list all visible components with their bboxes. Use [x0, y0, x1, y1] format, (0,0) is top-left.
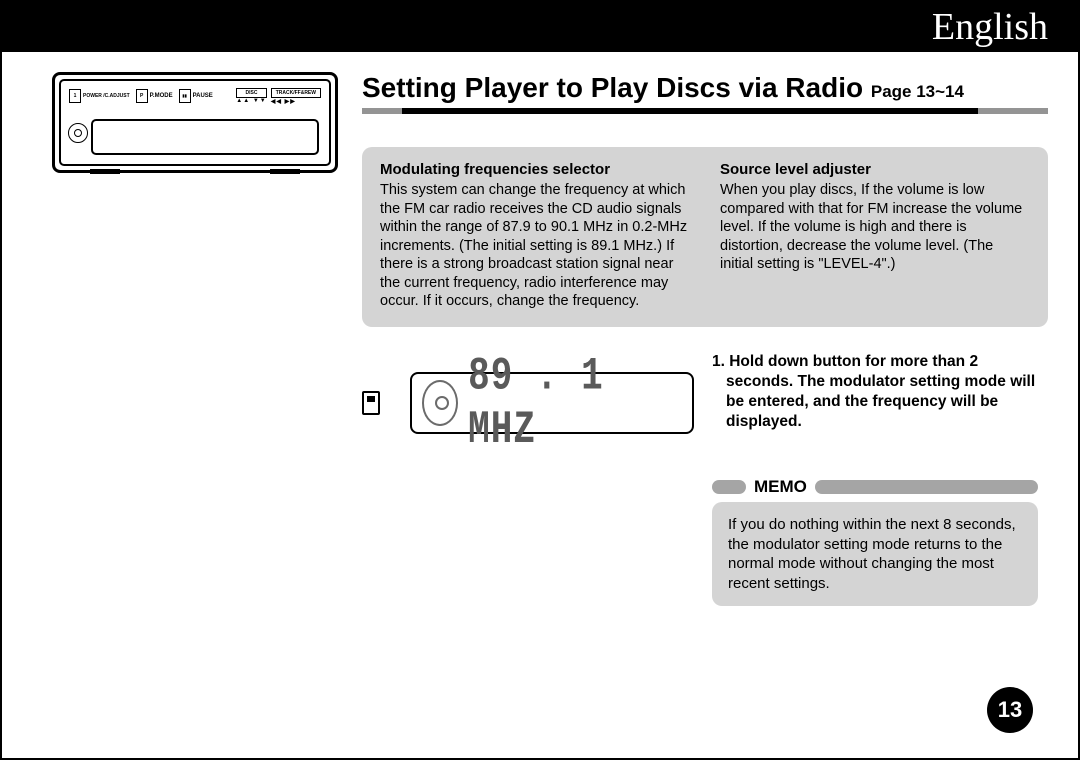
info-panel: Modulating frequencies selector This sys…: [362, 147, 1048, 327]
button-1-icon: [362, 391, 380, 415]
pause-label: PAUSE: [193, 93, 213, 99]
disc-slot: [91, 119, 319, 155]
language-label: English: [932, 5, 1048, 49]
disc-label: DISC: [236, 88, 266, 98]
disc-spin-icon: [422, 380, 458, 426]
power-label: POWER /C.ADJUST: [83, 94, 130, 99]
pmode-label: P.MODE: [150, 93, 173, 99]
lcd-section: 89 . 1 MHZ: [362, 372, 694, 434]
section-heading: Setting Player to Play Discs via Radio P…: [362, 72, 1048, 114]
disc-arrows: ▲▲ ▼▼: [236, 98, 266, 104]
col2-body: When you play discs, If the volume is lo…: [720, 181, 1030, 274]
manual-page: English 1 POWER /C.ADJUST P P.MODE ▮▮ PA…: [0, 0, 1080, 760]
col2-title: Source level adjuster: [720, 160, 1030, 179]
track-arrows: ◀◀ ▶▶: [271, 98, 321, 105]
heading-pageref: Page 13~14: [871, 82, 964, 101]
device-illustration: 1 POWER /C.ADJUST P P.MODE ▮▮ PAUSE DISC…: [52, 72, 338, 173]
info-col-modulating: Modulating frequencies selector This sys…: [380, 160, 690, 311]
col1-body: This system can change the frequency at …: [380, 181, 690, 311]
memo-pill-right: [815, 480, 1038, 494]
button-p-icon: P: [136, 89, 148, 103]
memo-header: MEMO: [712, 477, 1038, 497]
cd-logo-icon: [68, 123, 88, 143]
button-pause-icon: ▮▮: [179, 89, 191, 103]
col1-title: Modulating frequencies selector: [380, 160, 690, 179]
heading-underline: [362, 108, 1048, 114]
info-col-source: Source level adjuster When you play disc…: [720, 160, 1030, 311]
heading-title: Setting Player to Play Discs via Radio: [362, 72, 863, 103]
page-number-badge: 13: [987, 687, 1033, 733]
memo-pill-left: [712, 480, 746, 494]
memo-body: If you do nothing within the next 8 seco…: [712, 502, 1038, 606]
lcd-display: 89 . 1 MHZ: [410, 372, 694, 434]
device-button-row: 1 POWER /C.ADJUST P P.MODE ▮▮ PAUSE DISC…: [69, 86, 321, 106]
top-bar: English: [2, 2, 1078, 52]
step-1-instruction: 1. Hold down button for more than 2 seco…: [712, 352, 1038, 433]
button-1-icon: 1: [69, 89, 81, 103]
lcd-readout: 89 . 1 MHZ: [468, 350, 682, 457]
memo-label: MEMO: [754, 477, 807, 497]
track-label: TRACK/FF&REW: [271, 88, 321, 98]
